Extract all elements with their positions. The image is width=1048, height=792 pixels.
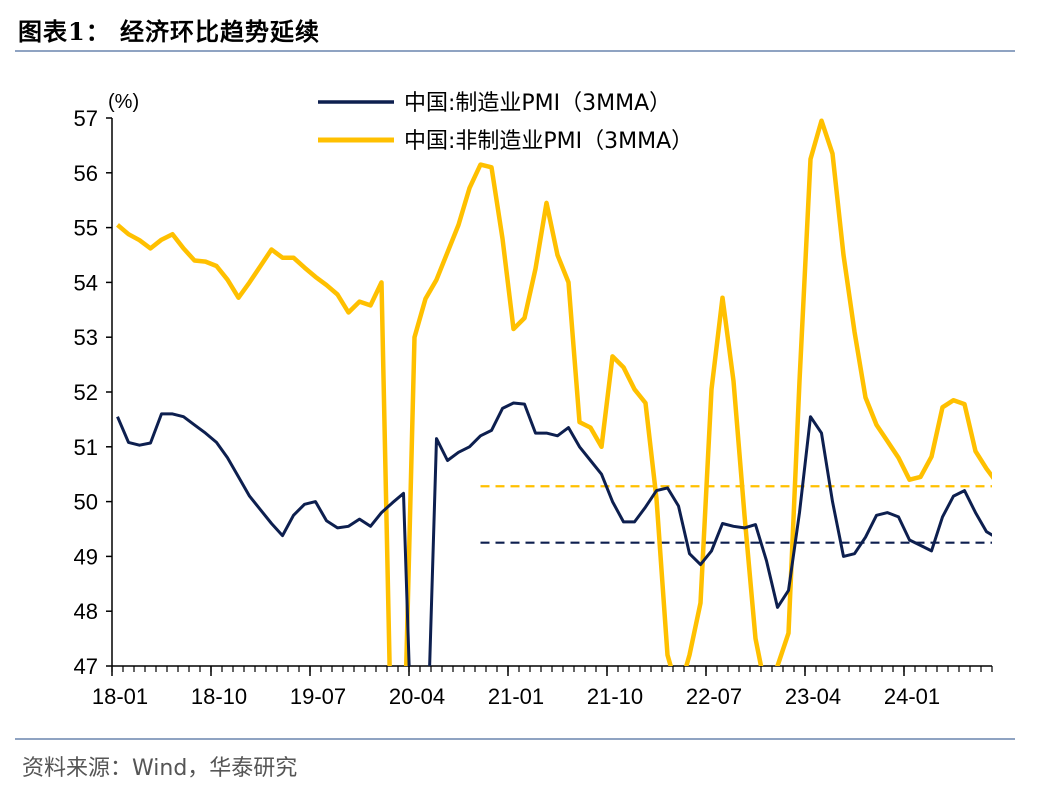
legend-label-1: 中国:制造业PMI（3MMA） [404, 91, 671, 116]
y-tick-label: 51 [74, 435, 98, 460]
bottom-divider [15, 738, 1015, 740]
source-note: 资料来源：Wind，华泰研究 [22, 756, 298, 781]
x-tick-label: 21-01 [488, 684, 544, 709]
x-tick-label: 20-04 [389, 684, 445, 709]
x-tick-label: 21-10 [587, 684, 643, 709]
x-tick-label: 19-07 [290, 684, 346, 709]
series-line-2 [116, 118, 992, 666]
x-tick-label: 22-07 [686, 684, 742, 709]
y-axis-label: (%) [108, 91, 139, 113]
figure-title: 图表1： 经济环比趋势延续 [18, 17, 321, 46]
y-tick-label: 52 [74, 380, 98, 405]
x-tick-label: 18-01 [92, 684, 148, 709]
y-tick-label: 50 [74, 490, 98, 515]
y-tick-label: 57 [74, 106, 98, 131]
y-tick-label: 53 [74, 325, 98, 350]
x-tick-label: 24-01 [884, 684, 940, 709]
top-divider [15, 50, 1015, 52]
y-tick-label: 47 [74, 654, 98, 679]
x-tick-label: 23-04 [785, 684, 841, 709]
y-tick-label: 54 [74, 270, 98, 295]
x-tick-label: 18-10 [191, 684, 247, 709]
series-line-1 [116, 401, 992, 666]
legend: 中国:制造业PMI（3MMA） 中国:非制造业PMI（3MMA） [318, 91, 693, 154]
legend-label-2: 中国:非制造业PMI（3MMA） [404, 129, 693, 154]
y-tick-label: 49 [74, 544, 98, 569]
series-lines [116, 118, 992, 666]
y-tick-label: 48 [74, 599, 98, 624]
chart-axes: 47 48 49 50 51 52 53 54 55 56 57 18-01 18-10 19-07 20-… [74, 106, 993, 709]
y-tick-label: 55 [74, 216, 98, 241]
y-tick-label: 56 [74, 161, 98, 186]
reference-lines [480, 485, 992, 544]
